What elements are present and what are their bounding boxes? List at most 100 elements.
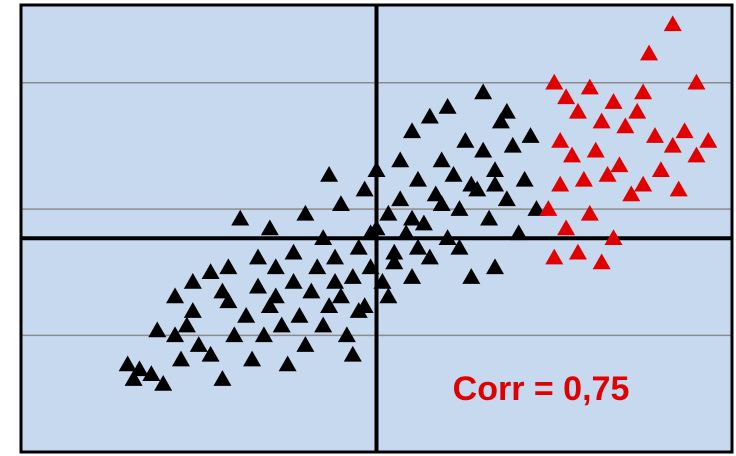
data-point-black-triangle (201, 345, 220, 362)
data-point-black-triangle (284, 243, 303, 260)
data-point-black-triangle (491, 112, 510, 129)
data-point-black-triangle (355, 180, 374, 197)
data-point-black-triangle (278, 355, 297, 372)
data-point-black-triangle (474, 141, 493, 158)
data-point-black-triangle (237, 306, 256, 323)
data-point-black-triangle (349, 238, 368, 255)
data-point-black-triangle (331, 287, 350, 304)
data-point-black-triangle (118, 355, 137, 372)
data-point-black-triangle (361, 224, 380, 241)
data-point-black-triangle (486, 175, 504, 192)
data-point-red-triangle (699, 132, 718, 148)
data-point-black-triangle (260, 297, 279, 313)
data-point-black-triangle (320, 297, 339, 313)
data-point-black-triangle (462, 175, 481, 192)
data-point-black-triangle (314, 316, 333, 333)
data-point-red-triangle (568, 102, 587, 119)
data-point-black-triangle (521, 127, 540, 143)
data-point-black-triangle (290, 306, 309, 323)
data-point-black-triangle (308, 258, 327, 275)
data-point-black-triangle (213, 370, 232, 386)
data-point-black-triangle (320, 166, 339, 182)
data-point-black-triangle (515, 170, 534, 187)
data-point-black-triangle (266, 287, 285, 304)
data-point-red-triangle (557, 88, 576, 105)
data-point-black-triangle (450, 200, 469, 216)
data-point-red-triangle (640, 44, 659, 61)
data-point-black-triangle (219, 292, 238, 309)
data-point-black-triangle (486, 258, 504, 275)
data-point-black-triangle (225, 326, 244, 343)
data-point-black-triangle (166, 287, 185, 304)
data-point-black-triangle (349, 302, 368, 318)
data-point-black-triangle (326, 248, 345, 265)
data-point-red-triangle (622, 185, 641, 202)
data-point-black-triangle (260, 219, 279, 236)
data-point-black-triangle (296, 336, 315, 352)
data-point-black-triangle (148, 321, 167, 338)
data-point-black-triangle (361, 258, 380, 275)
data-point-black-triangle (414, 214, 433, 231)
data-point-black-triangle (367, 161, 386, 177)
data-point-black-triangle (403, 122, 422, 139)
data-point-red-triangle (586, 141, 605, 158)
data-point-black-triangle (420, 248, 439, 265)
data-point-black-triangle (266, 258, 285, 275)
data-point-black-triangle (391, 151, 410, 168)
data-point-red-triangle (592, 112, 611, 129)
data-point-black-triangle (403, 209, 422, 226)
data-point-black-triangle (462, 268, 481, 284)
data-point-black-triangle (314, 229, 333, 245)
data-point-black-triangle (426, 185, 445, 202)
data-point-red-triangle (675, 122, 694, 139)
data-point-black-triangle (450, 238, 469, 255)
data-point-black-triangle (432, 195, 451, 211)
data-point-black-triangle (497, 102, 516, 119)
data-point-black-triangle (337, 326, 356, 343)
data-point-red-triangle (687, 73, 706, 90)
data-point-black-triangle (474, 83, 493, 100)
data-point-red-triangle (545, 248, 564, 265)
data-point-black-triangle (497, 190, 516, 207)
data-point-black-triangle (432, 151, 451, 168)
data-point-red-triangle (634, 83, 653, 100)
data-point-black-triangle (509, 224, 528, 241)
data-point-black-triangle (373, 272, 392, 289)
data-point-black-triangle (503, 136, 522, 153)
data-point-black-triangle (302, 282, 321, 299)
data-point-red-triangle (592, 253, 611, 270)
data-point-black-triangle (408, 238, 427, 255)
data-point-black-triangle (420, 107, 439, 124)
data-point-black-triangle (183, 302, 202, 318)
correlation-annotation: Corr = 0,75 (453, 370, 630, 408)
data-point-black-triangle (456, 132, 475, 148)
data-point-black-triangle (142, 365, 161, 382)
data-point-red-triangle (651, 161, 670, 177)
data-point-black-triangle (486, 161, 504, 177)
data-point-black-triangle (403, 268, 422, 284)
data-point-black-triangle (527, 200, 546, 216)
data-point-black-triangle (130, 360, 149, 377)
data-point-red-triangle (539, 200, 558, 216)
data-point-black-triangle (213, 282, 232, 299)
data-point-black-triangle (438, 98, 457, 114)
data-point-red-triangle (610, 156, 629, 173)
data-point-red-triangle (604, 229, 623, 245)
data-point-black-triangle (166, 326, 185, 343)
data-point-black-triangle (249, 248, 267, 265)
data-point-red-triangle (574, 170, 593, 187)
data-point-black-triangle (284, 272, 303, 289)
data-point-black-triangle (171, 350, 190, 367)
data-point-black-triangle (379, 287, 398, 304)
data-point-red-triangle (551, 132, 570, 148)
data-point-red-triangle (551, 175, 570, 192)
data-point-red-triangle (568, 243, 587, 260)
data-point-red-triangle (628, 102, 647, 119)
data-point-black-triangle (249, 277, 267, 294)
data-point-black-triangle (343, 268, 362, 284)
data-point-black-triangle (272, 316, 291, 333)
data-point-black-triangle (177, 316, 196, 333)
data-point-black-triangle (154, 374, 173, 391)
data-point-black-triangle (397, 224, 416, 241)
